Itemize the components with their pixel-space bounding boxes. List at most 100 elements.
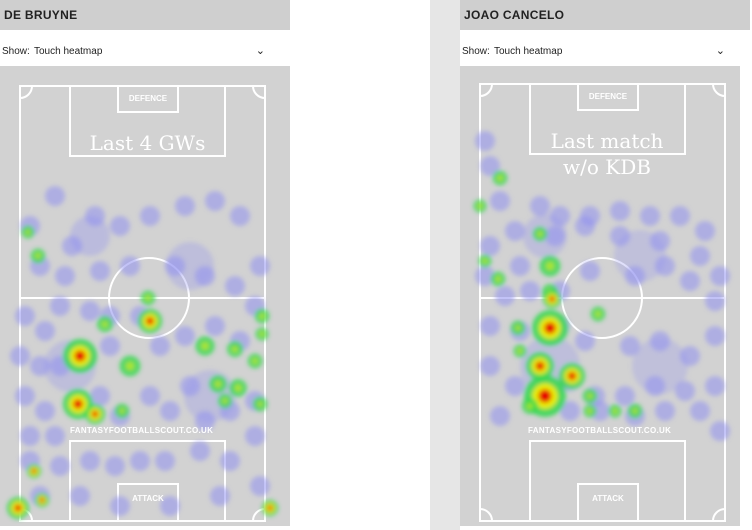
heat-blob [587,408,593,414]
heat-blob [480,156,500,176]
select-value: Touch heatmap [494,46,563,57]
heatmap-panel-joao-cancelo: JOAO CANCELO Show: Touch heatmap ⌄ [460,0,750,530]
chevron-down-icon[interactable]: ⌄ [255,45,265,57]
heat-blob [475,266,495,286]
panel-divider [430,0,460,530]
heat-blob [14,504,22,512]
heat-blob [214,380,222,388]
heat-blob [15,306,35,326]
heat-blob [510,256,530,276]
heat-blob [632,338,688,394]
heat-blob [175,326,195,346]
heat-blob [675,381,695,401]
heat-blob [538,389,552,403]
heatmap-layer [7,186,278,519]
heat-blob [39,497,45,503]
heat-blob [505,376,525,396]
heat-blob [527,403,533,409]
attack-label: ATTACK [132,494,164,503]
heat-blob [145,295,151,301]
pitch-heatmap: DEFENCE ATTACK Last 4 GWs FANTASYFOOTBAL… [0,66,290,526]
heat-blob [175,196,195,216]
heat-blob [580,261,600,281]
heat-blob [705,326,725,346]
heat-blob [70,216,110,256]
heat-blob [91,410,99,418]
heat-blob [35,321,55,341]
heat-blob [146,317,154,325]
heat-blob [680,271,700,291]
heat-blob [690,246,710,266]
select-value: Touch heatmap [34,46,103,57]
heat-blob [537,231,543,237]
heat-blob [245,426,265,446]
heat-blob [490,406,510,426]
heat-blob [155,451,175,471]
heat-blob [102,321,108,327]
heat-blob [55,266,75,286]
heat-blob [160,496,180,516]
player-name-header: DE BRUYNE [0,0,290,30]
heat-blob [595,311,601,317]
overlay-line: Last match [550,129,664,153]
heat-blob [590,401,610,421]
heat-blob [480,356,500,376]
heatmap-type-select[interactable]: Show: Touch heatmap ⌄ [460,44,725,60]
heat-blob [615,386,635,406]
heat-blob [546,262,554,270]
heat-blob [15,386,35,406]
heat-blob [31,468,37,474]
heat-blob [73,399,83,409]
heat-blob [587,393,593,399]
heat-blob [520,281,540,301]
heat-blob [10,346,30,366]
heat-blob [495,276,501,282]
heat-blob [549,296,555,302]
heat-blob [50,456,70,476]
heat-blob [45,186,65,206]
heat-blob [250,476,270,496]
heat-blob [105,456,125,476]
pitch-lines [479,83,726,522]
heat-blob [544,322,556,334]
defence-label: DEFENCE [128,94,168,103]
chevron-down-icon[interactable]: ⌄ [715,45,725,57]
heat-blob [50,296,70,316]
heat-blob [640,206,660,226]
heat-blob [126,362,134,370]
heat-blob [232,346,238,352]
watermark: FANTASYFOOTBALLSCOUT.CO.UK [528,426,672,435]
heat-blob [190,441,210,461]
heat-blob [234,384,242,392]
heat-blob [259,313,265,319]
heat-blob [267,505,273,511]
heat-blob [505,221,525,241]
heat-blob [259,331,265,337]
heat-blob [655,401,675,421]
heat-blob [250,256,270,276]
heat-blob [80,301,100,321]
heat-blob [80,451,100,471]
player-name-header: JOAO CANCELO [460,0,750,30]
watermark: FANTASYFOOTBALLSCOUT.CO.UK [70,426,214,435]
heatmap-type-select[interactable]: Show: Touch heatmap ⌄ [0,44,265,60]
heat-blob [25,229,31,235]
heat-blob [90,386,110,406]
heat-blob [575,331,595,351]
heat-blob [495,286,515,306]
heat-blob [695,221,715,241]
heat-blob [35,401,55,421]
heat-blob [612,408,618,414]
pitch-svg [473,83,730,522]
defence-label: DEFENCE [588,92,628,101]
heat-blob [45,426,65,446]
heat-blob [70,486,90,506]
heat-blob [230,206,250,226]
heat-blob [480,236,500,256]
heat-blob [140,206,160,226]
heat-blob [535,361,545,371]
heat-blob [166,242,214,290]
overlay-line: w/o KDB [563,155,651,179]
overlay-caption: Last match w/o KDB [522,128,692,180]
pitch-heatmap: DEFENCE ATTACK Last match w/o KDB FANTAS… [460,66,740,526]
